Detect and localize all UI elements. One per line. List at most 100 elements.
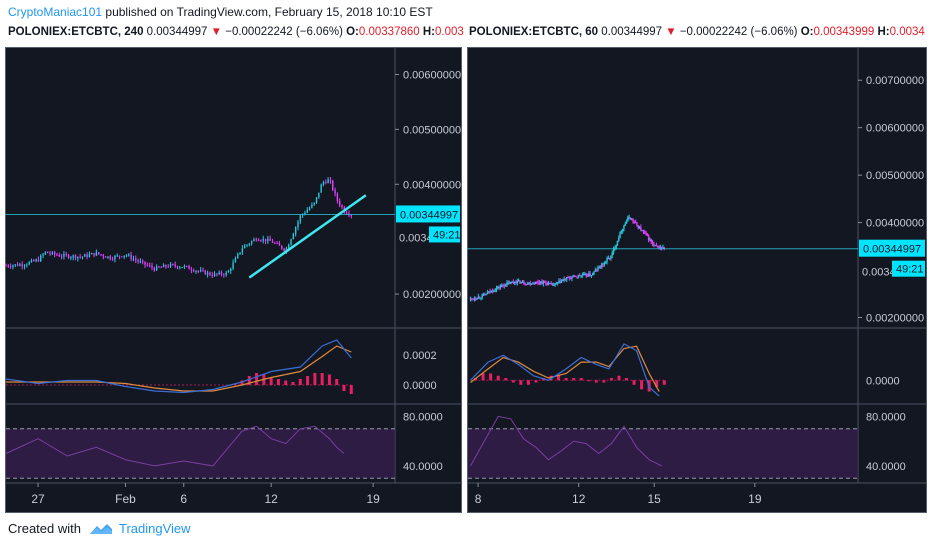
candle-body xyxy=(100,254,102,256)
candle-body xyxy=(589,273,591,276)
candle-body xyxy=(128,254,130,256)
interval-label[interactable]: 240 xyxy=(124,26,144,38)
high-label: H: xyxy=(877,26,890,38)
footer: Created with TradingView xyxy=(8,521,191,536)
published-text: published on TradingView.com, February 1… xyxy=(105,5,433,19)
candle-body xyxy=(536,281,538,283)
candle-body xyxy=(516,280,519,284)
candle-body xyxy=(329,179,332,181)
candle-body xyxy=(649,239,651,241)
candle-body xyxy=(9,266,12,268)
candle-body xyxy=(575,275,577,277)
open-value: 0.00337860 xyxy=(358,26,420,38)
candle-body xyxy=(558,280,560,283)
candle-body xyxy=(95,252,98,256)
candle-body xyxy=(532,283,534,285)
candle-body xyxy=(601,263,603,267)
macd-tick-label: 0.0000 xyxy=(866,375,900,387)
created-with-text: Created with xyxy=(8,521,81,536)
author-link[interactable]: CryptoManiac101 xyxy=(8,5,103,19)
candle-body xyxy=(190,269,193,271)
candle-body xyxy=(621,228,624,232)
candle-body xyxy=(248,243,251,245)
candle-body xyxy=(472,298,474,300)
candle-body xyxy=(619,232,621,239)
time-tick-label: 19 xyxy=(366,492,380,506)
candle-body xyxy=(599,266,602,268)
candle-body xyxy=(533,283,535,285)
candle-body xyxy=(482,294,485,296)
candle-body xyxy=(234,257,237,263)
candle-body xyxy=(299,215,302,222)
candle-body xyxy=(121,256,123,258)
candle-body xyxy=(593,271,595,273)
candle-body xyxy=(7,265,10,267)
candle-body xyxy=(655,245,658,247)
chart-left-svg[interactable]: 0.00600000 0.00500000 0.00400000 0.00200000… xyxy=(5,47,462,513)
candle-body xyxy=(137,260,139,262)
macd-histogram-bar xyxy=(511,380,515,383)
candle-body xyxy=(573,275,576,277)
candle-body xyxy=(585,273,587,276)
rsi-line xyxy=(5,425,345,467)
rsi-line xyxy=(470,415,662,467)
candle-body xyxy=(42,254,44,256)
tradingview-brand[interactable]: TradingView xyxy=(89,521,191,536)
down-arrow-icon: ▼ xyxy=(665,26,677,38)
symbol-label[interactable]: POLONIEX:ETCBTC xyxy=(8,26,118,38)
macd-tick-label: 0.0002 xyxy=(403,350,437,362)
candle-body xyxy=(257,240,260,242)
candle-body xyxy=(488,291,490,293)
candle-body xyxy=(313,202,315,205)
chart-panel-right[interactable]: 0.00700000 0.00600000 0.00500000 0.00400000… xyxy=(467,47,927,518)
price-tag-label: 0.00344997 xyxy=(863,244,921,256)
price-change: −0.00022242 xyxy=(679,26,748,38)
time-tick-label: 15 xyxy=(648,492,662,506)
countdown-background xyxy=(892,260,925,277)
candle-body xyxy=(243,245,246,249)
macd-histogram-bar xyxy=(640,380,644,390)
candle-body xyxy=(53,252,56,255)
chart-right-svg[interactable]: 0.00700000 0.00600000 0.00500000 0.00400000… xyxy=(467,47,927,513)
candle-body xyxy=(560,280,563,283)
macd-line xyxy=(470,343,660,397)
candle-body xyxy=(58,255,61,257)
candle-body xyxy=(199,270,202,272)
candle-body xyxy=(283,248,285,251)
macd-histogram-bar xyxy=(557,375,561,381)
chart-panel-left[interactable]: 0.00600000 0.00500000 0.00400000 0.00200000… xyxy=(5,47,462,518)
price-tick-label: 0.00200000 xyxy=(866,313,924,325)
candle-body xyxy=(579,274,581,276)
candle-body xyxy=(237,253,239,258)
candle-body xyxy=(646,233,649,236)
high-value: 0.003 xyxy=(435,26,464,38)
candle-body xyxy=(195,270,197,272)
candle-body xyxy=(520,282,522,284)
candle-body xyxy=(540,281,542,284)
candle-body xyxy=(553,284,555,286)
candle-body xyxy=(93,253,95,256)
candle-body xyxy=(551,283,554,286)
candle-body xyxy=(167,266,169,268)
last-price: 0.00344997 xyxy=(146,26,208,38)
candle-body xyxy=(484,294,486,296)
countdown-background xyxy=(429,226,460,243)
price-change: −0.00022242 xyxy=(225,26,293,38)
macd-histogram-bar xyxy=(255,373,259,385)
candle-body xyxy=(554,283,556,285)
macd-histogram-bar xyxy=(632,380,636,385)
macd-histogram-bar xyxy=(662,380,666,385)
symbol-label[interactable]: POLONIEX:ETCBTC xyxy=(469,26,579,38)
candle-body xyxy=(567,277,569,279)
candle-body xyxy=(84,254,86,257)
candle-body xyxy=(577,274,580,277)
candle-body xyxy=(16,264,19,266)
candle-body xyxy=(97,252,100,255)
candle-body xyxy=(541,281,543,284)
macd-histogram-bar xyxy=(291,382,295,385)
macd-histogram-bar xyxy=(519,380,523,385)
interval-label[interactable]: 60 xyxy=(585,26,599,38)
candle-body xyxy=(19,264,21,266)
rsi-pane: 80.0000 40.0000 xyxy=(5,411,443,479)
candle-body xyxy=(642,230,645,232)
